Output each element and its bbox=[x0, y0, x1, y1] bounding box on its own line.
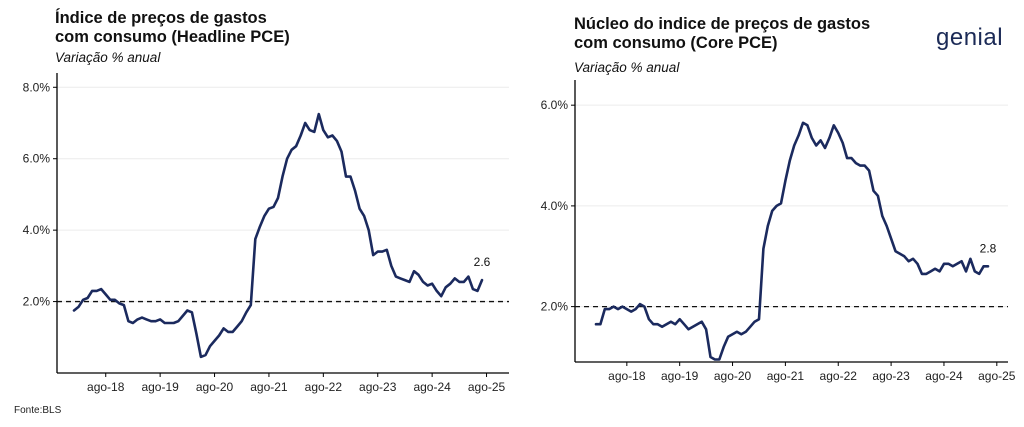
x-tick-label: ago-25 bbox=[468, 380, 506, 394]
chart-title-line2: com consumo (Core PCE) bbox=[574, 34, 778, 52]
chart-title-line2: com consumo (Headline PCE) bbox=[55, 28, 290, 46]
y-tick-label: 2.0% bbox=[541, 300, 569, 314]
x-tick-label: ago-19 bbox=[141, 380, 179, 394]
y-tick-label: 8.0% bbox=[23, 80, 51, 94]
x-tick-label: ago-20 bbox=[714, 369, 752, 383]
x-tick-label: ago-25 bbox=[978, 369, 1016, 383]
y-tick-label: 6.0% bbox=[23, 152, 51, 166]
chart-subtitle: Variação % anual bbox=[55, 50, 161, 65]
core-pce-chart: 2.0% 4.0% 6.0% ago-18 ago-19 ago-20 ago-21 ago-… bbox=[541, 80, 1016, 383]
y-tick-label: 2.0% bbox=[23, 295, 51, 309]
x-tick-label: ago-21 bbox=[250, 380, 288, 394]
x-tick-label: ago-19 bbox=[661, 369, 699, 383]
x-tick-label: ago-24 bbox=[925, 369, 963, 383]
last-value-label: 2.6 bbox=[474, 255, 491, 269]
x-tick-label: ago-18 bbox=[608, 369, 646, 383]
x-tick-label: ago-18 bbox=[87, 380, 125, 394]
x-tick-label: ago-23 bbox=[359, 380, 397, 394]
series-line bbox=[72, 112, 484, 359]
chart-title: Índice de preços de gastos com consumo (… bbox=[55, 9, 290, 47]
source-note: Fonte:BLS bbox=[14, 405, 62, 416]
chart-subtitle: Variação % anual bbox=[574, 60, 680, 75]
chart-title-line1: Índice de preços de gastos bbox=[55, 9, 267, 27]
y-tick-label: 6.0% bbox=[541, 98, 569, 112]
series-line bbox=[594, 121, 990, 361]
chart-title: Núcleo do indice de preços de gastos com… bbox=[574, 15, 870, 53]
genial-logo: genial bbox=[936, 24, 1003, 52]
x-tick-label: ago-22 bbox=[305, 380, 343, 394]
x-tick-label: ago-23 bbox=[872, 369, 910, 383]
x-tick-label: ago-24 bbox=[413, 380, 451, 394]
core-pce-panel: Núcleo do indice de preços de gastos com… bbox=[512, 0, 1024, 427]
headline-pce-panel: Índice de preços de gastos com consumo (… bbox=[0, 0, 510, 427]
chart-title-line1: Núcleo do indice de preços de gastos bbox=[574, 15, 871, 33]
x-tick-label: ago-21 bbox=[767, 369, 805, 383]
y-tick-label: 4.0% bbox=[23, 223, 51, 237]
x-tick-label: ago-22 bbox=[820, 369, 858, 383]
x-tick-label: ago-20 bbox=[196, 380, 234, 394]
headline-pce-chart: 2.0% 4.0% 6.0% 8.0% ago-18 ago-19 ago-20 ago-21… bbox=[23, 73, 509, 394]
last-value-label: 2.8 bbox=[980, 241, 997, 255]
logo-text: genial bbox=[936, 24, 1004, 51]
y-tick-label: 4.0% bbox=[541, 199, 569, 213]
